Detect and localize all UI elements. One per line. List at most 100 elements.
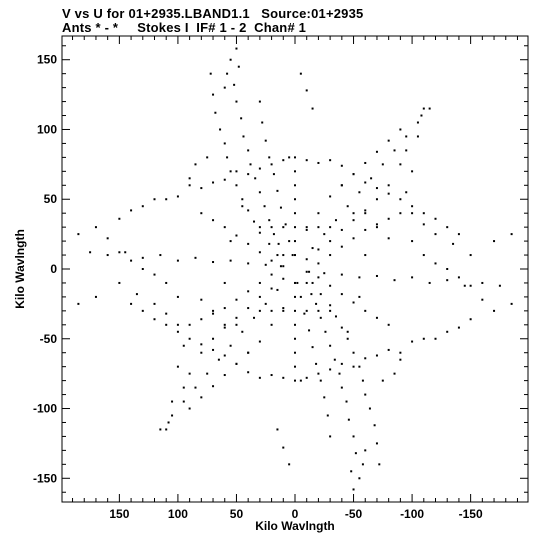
data-point: [182, 386, 185, 389]
x-axis-label: Kilo Wavlngth: [255, 519, 335, 533]
data-point: [378, 463, 381, 466]
data-point: [282, 307, 285, 310]
y-tick-label: -50: [40, 332, 58, 346]
data-point: [153, 318, 156, 321]
data-point: [308, 329, 311, 332]
data-point: [294, 212, 296, 215]
data-point: [258, 281, 261, 284]
data-point: [381, 163, 384, 166]
data-point: [493, 309, 496, 312]
data-point: [214, 111, 217, 114]
data-point: [340, 362, 343, 365]
data-point: [387, 139, 390, 142]
data-point: [364, 212, 367, 215]
data-point: [358, 365, 361, 368]
data-point: [247, 242, 250, 245]
data-point: [469, 254, 472, 257]
data-point: [329, 304, 332, 307]
data-point: [212, 219, 215, 222]
data-point: [226, 156, 229, 159]
data-point: [364, 309, 367, 312]
data-point: [223, 226, 226, 229]
data-point: [223, 326, 226, 329]
data-point: [319, 293, 322, 296]
data-point: [261, 121, 264, 124]
data-point: [399, 163, 402, 166]
data-point: [375, 354, 378, 357]
data-point: [354, 452, 357, 455]
data-point: [457, 276, 460, 279]
data-point: [212, 337, 215, 340]
data-point: [235, 323, 238, 326]
data-point: [393, 372, 396, 375]
data-point: [387, 184, 390, 187]
data-point: [434, 337, 437, 340]
data-point: [294, 170, 296, 173]
data-point: [235, 316, 238, 319]
data-point: [188, 184, 191, 187]
data-point: [308, 270, 311, 273]
data-point: [364, 228, 367, 231]
data-point: [229, 58, 232, 61]
data-point: [294, 351, 296, 354]
data-point: [340, 293, 343, 296]
data-point: [118, 281, 121, 284]
data-point: [457, 326, 460, 329]
data-point: [118, 217, 121, 220]
data-point: [352, 219, 355, 222]
data-point: [264, 302, 267, 305]
data-point: [247, 262, 250, 265]
data-point: [329, 195, 332, 198]
data-point: [258, 167, 261, 170]
data-point: [291, 254, 294, 257]
data-point: [446, 226, 449, 229]
data-point: [279, 206, 282, 209]
y-tick-labels: 150 100 50 0 -50 -100 -150: [33, 53, 57, 486]
data-point: [399, 358, 402, 361]
data-point: [411, 276, 414, 279]
data-point: [422, 107, 425, 110]
data-point: [200, 318, 203, 321]
data-point: [130, 259, 133, 262]
data-point: [77, 233, 80, 236]
data-point: [305, 159, 308, 162]
data-point: [229, 344, 232, 347]
data-point: [305, 89, 308, 92]
data-point: [124, 251, 127, 254]
data-point: [106, 254, 109, 257]
data-point: [498, 284, 501, 287]
data-point: [452, 242, 455, 245]
data-point: [333, 358, 336, 361]
data-point: [305, 309, 308, 312]
data-point: [235, 184, 238, 187]
data-point: [165, 428, 168, 431]
data-point: [399, 198, 402, 201]
data-point: [368, 407, 371, 410]
data-point: [212, 93, 215, 96]
data-point: [240, 117, 243, 120]
data-point: [206, 372, 209, 375]
data-point: [176, 323, 179, 326]
data-point: [373, 424, 376, 427]
data-point: [258, 226, 261, 229]
data-point: [311, 247, 314, 250]
data-point: [340, 245, 343, 248]
data-point: [165, 281, 168, 284]
data-point: [294, 156, 296, 159]
data-point: [212, 261, 215, 264]
data-point: [317, 248, 320, 251]
data-point: [270, 259, 273, 262]
data-point: [270, 374, 273, 377]
data-point: [171, 400, 174, 403]
data-point: [299, 379, 302, 382]
data-point: [434, 262, 437, 265]
data-point: [323, 396, 326, 399]
data-point: [270, 323, 273, 326]
data-point: [241, 330, 244, 333]
data-point: [469, 318, 472, 321]
data-point: [345, 400, 348, 403]
data-point: [247, 290, 250, 293]
data-point: [294, 365, 296, 368]
data-point: [194, 386, 197, 389]
data-point: [340, 386, 343, 389]
